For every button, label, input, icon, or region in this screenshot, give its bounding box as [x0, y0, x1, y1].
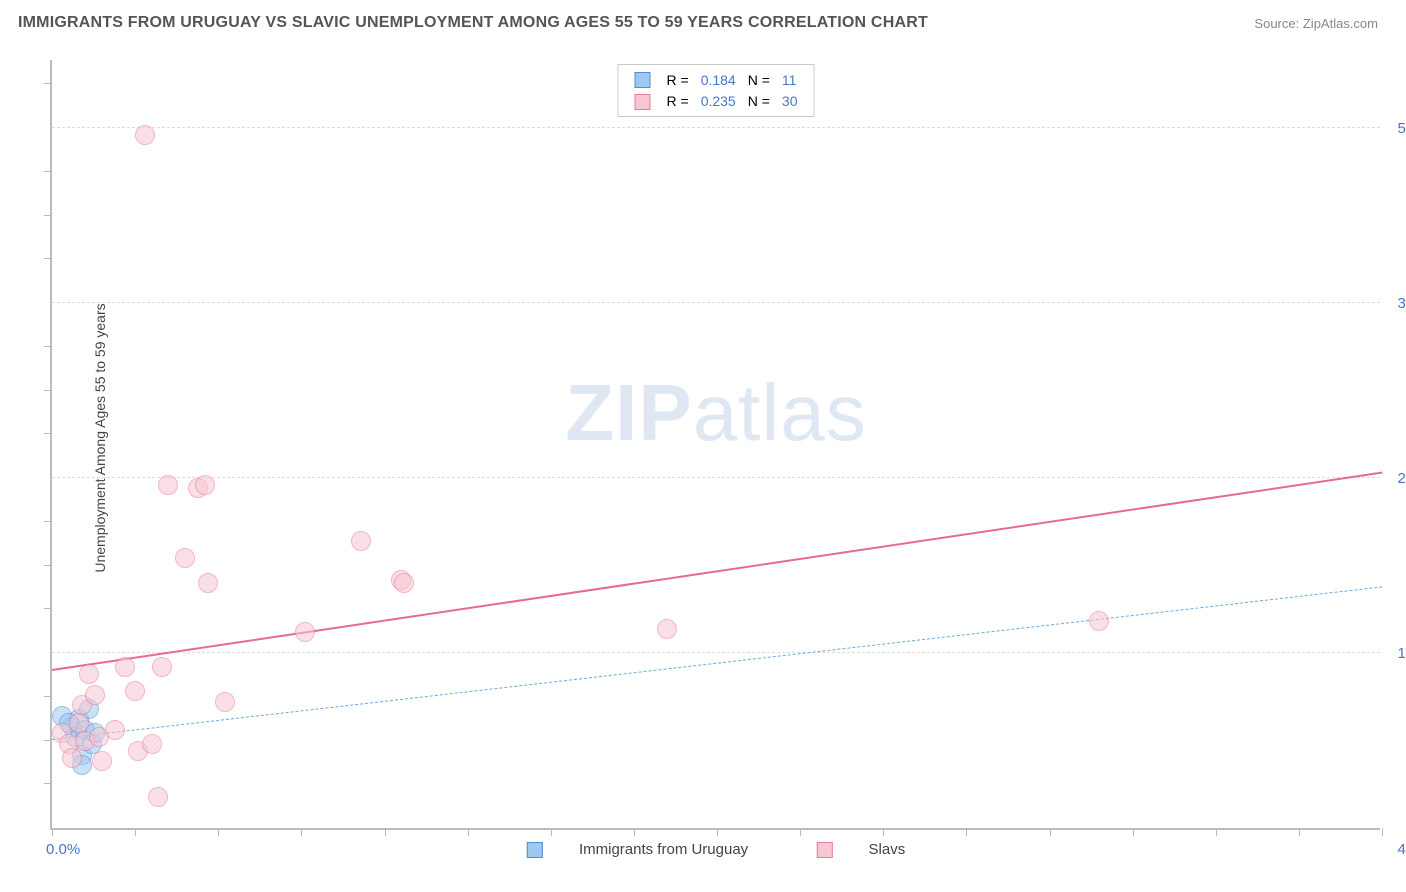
data-point-slavs — [295, 622, 315, 642]
legend-row-slavs: R = 0.235 N = 30 — [629, 90, 804, 111]
data-point-slavs — [1089, 611, 1109, 631]
y-minor-tick — [44, 346, 52, 347]
legend-label-uruguay: Immigrants from Uruguay — [579, 841, 748, 858]
data-point-slavs — [115, 657, 135, 677]
y-minor-tick — [44, 783, 52, 784]
y-minor-tick — [44, 83, 52, 84]
data-point-slavs — [79, 664, 99, 684]
data-point-slavs — [148, 787, 168, 807]
data-point-slavs — [394, 573, 414, 593]
swatch-slavs — [635, 94, 651, 110]
y-minor-tick — [44, 171, 52, 172]
data-point-slavs — [657, 619, 677, 639]
gridline — [52, 477, 1380, 478]
swatch-uruguay — [635, 72, 651, 88]
x-minor-tick — [1050, 828, 1051, 836]
x-axis-end-label: 40.0% — [1397, 841, 1406, 858]
x-minor-tick — [966, 828, 967, 836]
source-attribution: Source: ZipAtlas.com — [1254, 16, 1378, 31]
data-point-slavs — [142, 734, 162, 754]
x-minor-tick — [1216, 828, 1217, 836]
plot-area: ZIPatlas R = 0.184 N = 11 R = 0.235 N = … — [50, 60, 1380, 830]
y-minor-tick — [44, 215, 52, 216]
x-minor-tick — [218, 828, 219, 836]
data-point-slavs — [92, 751, 112, 771]
x-minor-tick — [634, 828, 635, 836]
data-point-slavs — [215, 692, 235, 712]
data-point-slavs — [195, 475, 215, 495]
legend-item-slavs: Slavs — [800, 841, 921, 858]
watermark-bold: ZIP — [565, 368, 692, 457]
data-point-slavs — [198, 573, 218, 593]
data-point-slavs — [69, 713, 89, 733]
x-minor-tick — [1382, 828, 1383, 836]
y-tick-label: 12.5% — [1385, 645, 1406, 662]
data-point-slavs — [85, 685, 105, 705]
x-minor-tick — [301, 828, 302, 836]
swatch-slavs-bottom — [816, 842, 832, 858]
y-tick-label: 25.0% — [1385, 470, 1406, 487]
data-point-slavs — [152, 657, 172, 677]
legend-item-uruguay: Immigrants from Uruguay — [511, 841, 769, 858]
r-value-uruguay: 0.184 — [695, 69, 742, 90]
chart-container: IMMIGRANTS FROM URUGUAY VS SLAVIC UNEMPL… — [0, 0, 1406, 892]
gridline — [52, 652, 1380, 653]
swatch-uruguay-bottom — [527, 842, 543, 858]
series-legend: Immigrants from Uruguay Slavs — [495, 841, 937, 858]
watermark-light: atlas — [693, 368, 867, 457]
legend-row-uruguay: R = 0.184 N = 11 — [629, 69, 804, 90]
source-link[interactable]: ZipAtlas.com — [1303, 16, 1378, 31]
n-label: N = — [742, 69, 776, 90]
data-point-slavs — [351, 531, 371, 551]
x-minor-tick — [800, 828, 801, 836]
chart-title: IMMIGRANTS FROM URUGUAY VS SLAVIC UNEMPL… — [18, 14, 928, 32]
x-minor-tick — [135, 828, 136, 836]
x-minor-tick — [883, 828, 884, 836]
gridline — [52, 302, 1380, 303]
y-minor-tick — [44, 608, 52, 609]
n-label: N = — [742, 90, 776, 111]
source-label: Source: — [1254, 16, 1299, 31]
data-point-slavs — [125, 681, 145, 701]
data-point-slavs — [135, 125, 155, 145]
y-minor-tick — [44, 258, 52, 259]
x-minor-tick — [385, 828, 386, 836]
y-minor-tick — [44, 696, 52, 697]
y-tick-label: 50.0% — [1385, 120, 1406, 137]
y-minor-tick — [44, 740, 52, 741]
n-value-uruguay: 11 — [776, 69, 804, 90]
gridline — [52, 127, 1380, 128]
correlation-legend: R = 0.184 N = 11 R = 0.235 N = 30 — [618, 64, 815, 117]
x-minor-tick — [52, 828, 53, 836]
r-label: R = — [661, 90, 695, 111]
x-minor-tick — [1133, 828, 1134, 836]
x-minor-tick — [717, 828, 718, 836]
x-axis-start-label: 0.0% — [46, 841, 80, 858]
data-point-slavs — [62, 748, 82, 768]
x-minor-tick — [468, 828, 469, 836]
y-minor-tick — [44, 433, 52, 434]
y-minor-tick — [44, 565, 52, 566]
r-label: R = — [661, 69, 695, 90]
y-minor-tick — [44, 390, 52, 391]
n-value-slavs: 30 — [776, 90, 804, 111]
legend-label-slavs: Slavs — [869, 841, 906, 858]
x-minor-tick — [551, 828, 552, 836]
trendline-slavs — [52, 472, 1382, 671]
y-tick-label: 37.5% — [1385, 295, 1406, 312]
trendline-uruguay — [52, 586, 1382, 740]
y-minor-tick — [44, 521, 52, 522]
x-minor-tick — [1299, 828, 1300, 836]
data-point-slavs — [105, 720, 125, 740]
data-point-slavs — [158, 475, 178, 495]
data-point-slavs — [175, 548, 195, 568]
watermark: ZIPatlas — [565, 367, 866, 459]
r-value-slavs: 0.235 — [695, 90, 742, 111]
